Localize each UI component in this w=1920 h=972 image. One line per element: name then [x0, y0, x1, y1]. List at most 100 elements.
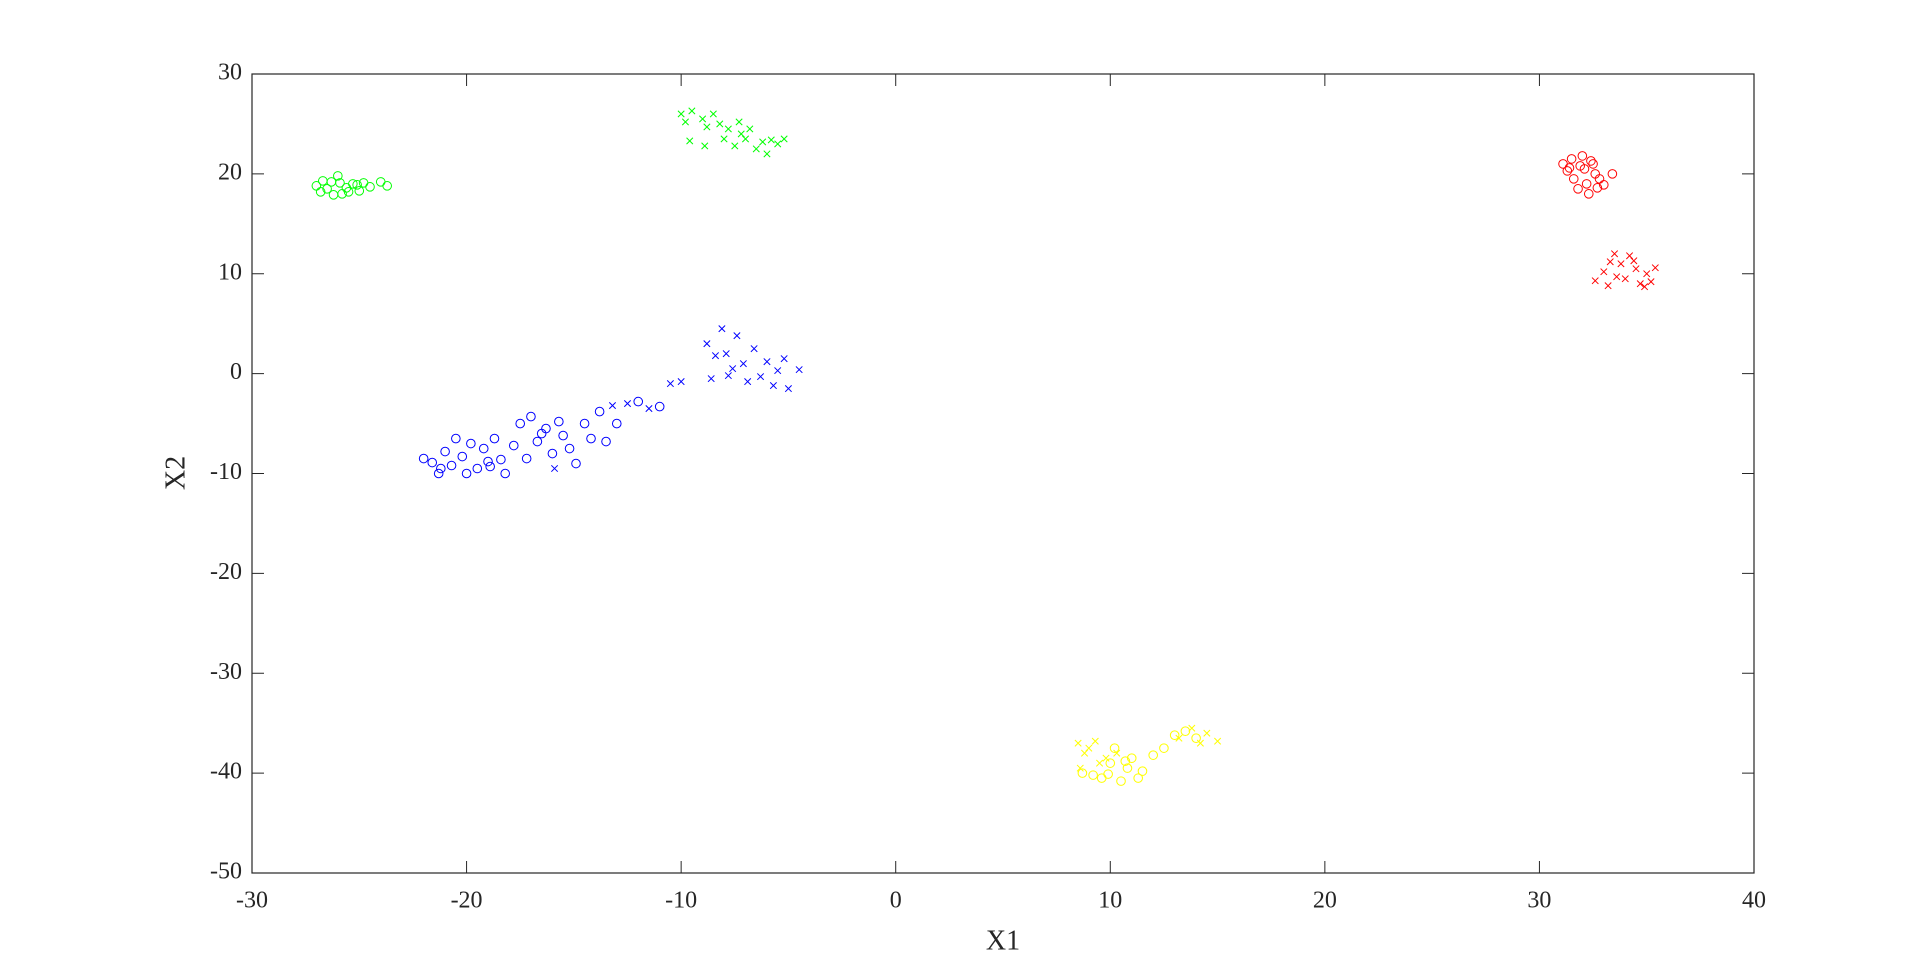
y-axis-label: X2	[160, 456, 191, 490]
point	[536, 428, 547, 439]
point	[1103, 769, 1113, 779]
x-tick-label: -20	[451, 888, 483, 914]
y-tick-label: 30	[218, 60, 242, 86]
point	[478, 443, 489, 454]
point	[594, 406, 605, 417]
point	[427, 457, 438, 468]
point	[780, 355, 788, 363]
point	[1074, 739, 1082, 747]
point	[1566, 154, 1577, 164]
point	[1588, 159, 1598, 169]
point	[654, 401, 665, 412]
point	[1077, 768, 1088, 778]
point	[436, 463, 446, 474]
point	[769, 382, 777, 390]
x-tick-label: 30	[1527, 888, 1551, 914]
point	[1591, 277, 1599, 285]
y-tick-label: -50	[210, 859, 242, 885]
point	[774, 367, 782, 375]
point	[707, 375, 715, 383]
point	[315, 187, 326, 197]
x-tick-label: 20	[1313, 888, 1337, 914]
point	[1586, 156, 1596, 166]
x-tick-label: -10	[665, 888, 697, 914]
point	[1088, 770, 1098, 780]
point	[328, 190, 339, 200]
point	[763, 358, 771, 366]
point	[645, 405, 653, 413]
point	[729, 365, 737, 373]
point	[1632, 265, 1640, 273]
point	[1617, 260, 1625, 268]
y-tick-label: -20	[210, 559, 242, 585]
point	[550, 464, 559, 473]
point	[1600, 268, 1608, 276]
x-tick-label: -30	[236, 888, 268, 914]
point	[739, 360, 747, 368]
point	[1085, 744, 1093, 752]
point	[564, 443, 575, 454]
point	[1643, 270, 1651, 278]
point	[1109, 743, 1120, 753]
point	[1599, 180, 1609, 190]
point	[496, 454, 506, 465]
point	[472, 463, 483, 474]
point	[521, 453, 532, 464]
point	[365, 182, 375, 192]
point	[526, 411, 536, 422]
point	[735, 118, 743, 126]
point	[382, 181, 392, 191]
point	[500, 468, 510, 479]
point	[343, 187, 354, 197]
point	[774, 140, 782, 148]
point	[784, 385, 792, 393]
point	[623, 400, 632, 408]
point	[731, 142, 739, 150]
point	[433, 468, 444, 479]
point	[418, 453, 429, 464]
point	[1091, 737, 1099, 745]
point	[1137, 766, 1148, 776]
x-tick-label: 0	[890, 888, 902, 914]
point	[686, 137, 694, 145]
point	[1133, 773, 1143, 783]
point	[688, 107, 696, 115]
point	[1564, 163, 1575, 173]
point	[579, 418, 590, 429]
point	[1592, 183, 1603, 193]
point	[558, 430, 568, 441]
point	[446, 460, 457, 471]
point	[608, 402, 617, 410]
point	[780, 135, 788, 143]
y-tick-label: 20	[218, 159, 242, 185]
x-axis-label: X1	[986, 925, 1020, 956]
x-tick-label: 10	[1098, 888, 1122, 914]
point	[466, 438, 476, 449]
point	[681, 118, 689, 126]
point	[1651, 264, 1659, 272]
point	[1613, 273, 1621, 281]
point	[633, 396, 644, 407]
point	[489, 433, 500, 444]
point	[333, 171, 343, 181]
point	[335, 178, 345, 188]
point	[1607, 169, 1618, 179]
point	[1102, 754, 1110, 762]
point	[1148, 750, 1158, 760]
point	[1562, 166, 1573, 176]
point	[352, 180, 362, 190]
point	[767, 136, 775, 144]
point	[508, 440, 519, 451]
point	[354, 186, 365, 196]
point	[1196, 739, 1204, 747]
point	[1636, 280, 1644, 288]
point	[1096, 759, 1104, 767]
point	[1113, 749, 1121, 757]
y-tick-label: -30	[210, 659, 242, 685]
point	[1604, 282, 1612, 290]
point	[677, 378, 685, 386]
point	[1159, 743, 1169, 753]
point	[483, 456, 493, 467]
point	[1180, 726, 1191, 736]
y-tick-label: 0	[230, 359, 242, 385]
